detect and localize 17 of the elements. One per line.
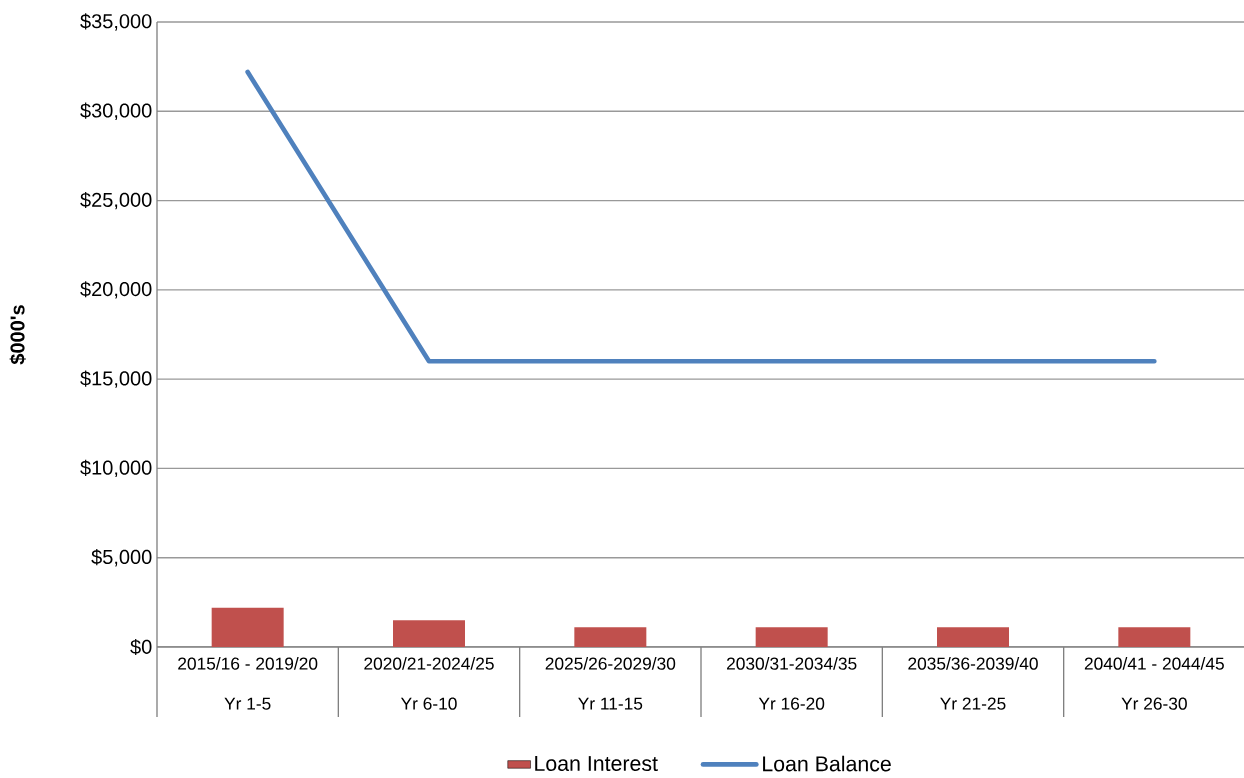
y-tick-label: $0 (130, 638, 152, 656)
legend-label: Loan Interest (535, 756, 658, 771)
y-tick-label: $15,000 (80, 370, 152, 388)
category-label: 2030/31-2034/35 Yr 16-20 (727, 657, 857, 710)
y-tick-label: $10,000 (80, 459, 152, 478)
category-label: 2040/41 - 2044/45 Yr 26-30 (1084, 657, 1224, 710)
category-label: 2035/36-2039/40 Yr 21-25 (908, 657, 1038, 710)
category-label: 2025/26-2029/30 Yr 11-15 (545, 657, 676, 710)
y-tick-label: $5,000 (91, 549, 152, 567)
y-tick-label: $25,000 (80, 191, 152, 210)
y-axis-title: $000's (9, 305, 26, 365)
y-tick-label: $35,000 (80, 13, 152, 31)
category-label: 2020/21-2024/25 Yr 6-10 (364, 657, 494, 710)
y-tick-label: $30,000 (80, 102, 152, 120)
category-label: 2015/16 - 2019/20 Yr 1-5 (178, 657, 318, 710)
y-tick-label: $20,000 (80, 281, 152, 299)
legend-label: Loan Balance (763, 755, 891, 772)
